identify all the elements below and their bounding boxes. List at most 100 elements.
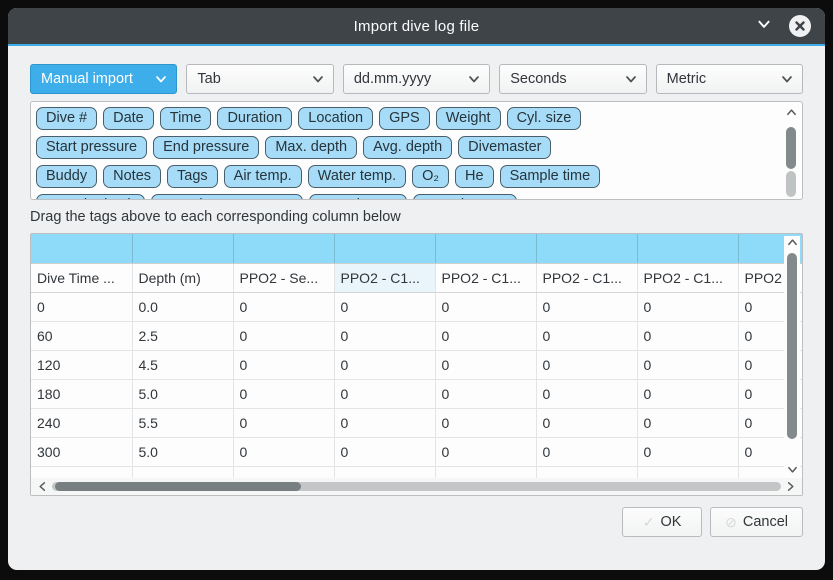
tag-he[interactable]: He [455, 165, 494, 188]
tag-water-temp[interactable]: Water temp. [307, 165, 407, 188]
table-cell: 0 [334, 408, 436, 438]
column-header: Dive Time ... [31, 263, 133, 293]
tag-duration[interactable]: Duration [217, 107, 293, 130]
scrollbar-track[interactable] [52, 482, 781, 491]
table-cell [536, 466, 638, 478]
scrollbar-thumb[interactable] [55, 482, 301, 491]
tag-notes[interactable]: Notes [103, 165, 162, 188]
drop-target-cell[interactable] [31, 234, 133, 264]
table-cell: 0 [334, 350, 436, 380]
column-header: PPO2 - C1... [435, 263, 537, 293]
tag-date[interactable]: Date [103, 107, 154, 130]
table-cell [435, 466, 537, 478]
table-cell: 300 [31, 437, 133, 467]
table-cell: 0 [536, 379, 638, 409]
tag-air-temp[interactable]: Air temp. [223, 165, 302, 188]
table-cell: 2.5 [132, 321, 234, 351]
tag-avg-depth[interactable]: Avg. depth [363, 136, 453, 159]
field-separator-select[interactable]: Tab [186, 64, 334, 94]
table-row [31, 466, 802, 478]
scrollbar-track[interactable] [787, 251, 797, 461]
table-cell: 0 [637, 321, 739, 351]
table-cell: 0 [334, 292, 436, 322]
tag-max-depth[interactable]: Max. depth [265, 136, 358, 159]
window-title: Import dive log file [353, 17, 480, 35]
cancel-button[interactable]: ⊘ Cancel [710, 507, 803, 537]
chevron-down-icon [624, 72, 638, 86]
select-value: Metric [666, 71, 707, 87]
titlebar-accent-line [8, 44, 825, 46]
tag-sample-cns[interactable]: Sample CNS [413, 194, 517, 199]
table-row: 300 5.0 0 0 0 0 0 0 [31, 437, 802, 467]
duration-format-select[interactable]: Seconds [499, 64, 647, 94]
tag-o[interactable]: O₂ [412, 165, 450, 188]
preview-table-frame: Dive Time ... Depth (m) PPO2 - Se... PPO2 -… [30, 233, 803, 496]
import-type-select[interactable]: Manual import [30, 64, 178, 94]
table-cell: 0 [334, 321, 436, 351]
tag-sample-time[interactable]: Sample time [499, 165, 601, 188]
tag-dive[interactable]: Dive # [36, 107, 98, 130]
table-row: 60 2.5 0 0 0 0 0 0 [31, 321, 802, 351]
tag-pool-scrollbar[interactable] [783, 106, 799, 197]
import-dialog: Import dive log file Manual import Tab dd.… [8, 8, 825, 570]
tag-end-pressure[interactable]: End pressure [153, 136, 260, 159]
column-header: PPO2 - C1... [637, 263, 739, 293]
table-cell: 0 [233, 379, 335, 409]
titlebar[interactable]: Import dive log file [8, 8, 825, 44]
drop-target-cell[interactable] [435, 234, 537, 264]
units-select[interactable]: Metric [655, 64, 804, 94]
table-vscrollbar[interactable] [784, 236, 800, 476]
date-format-select[interactable]: dd.mm.yyyy [342, 64, 491, 94]
scrollbar-thumb[interactable] [786, 127, 796, 169]
tag-location[interactable]: Location [298, 107, 374, 130]
scroll-up-icon[interactable] [786, 236, 799, 249]
tag-row: Buddy Notes Tags Air temp. Water temp. O₂ He Sa… [36, 165, 776, 188]
drop-target-cell[interactable] [637, 234, 739, 264]
tag-start-pressure[interactable]: Start pressure [36, 136, 148, 159]
dialog-content: Manual import Tab dd.mm.yyyy Seconds Metric … [8, 46, 825, 537]
tag-buddy[interactable]: Buddy [36, 165, 98, 188]
tag-time[interactable]: Time [159, 107, 212, 130]
drop-target-cell[interactable] [334, 234, 436, 264]
instruction-text: Drag the tags above to each correspondin… [30, 209, 401, 225]
table-cell: 0 [435, 408, 537, 438]
scroll-left-icon[interactable] [36, 480, 49, 493]
scroll-down-icon[interactable] [786, 463, 799, 476]
scroll-right-icon[interactable] [784, 480, 797, 493]
table-cell [233, 466, 335, 478]
tag-divemaster[interactable]: Divemaster [458, 136, 552, 159]
window-shade-button[interactable] [755, 17, 773, 35]
table-cell: 0 [233, 437, 335, 467]
window-close-button[interactable] [789, 15, 811, 37]
check-icon: ✓ [642, 513, 655, 530]
tag-sample-temperature[interactable]: Sample temperature [151, 194, 303, 199]
table-cell: 0 [536, 321, 638, 351]
table-cell: 0 [637, 350, 739, 380]
drop-target-cell[interactable] [233, 234, 335, 264]
drop-target-cell[interactable] [536, 234, 638, 264]
table-row: 180 5.0 0 0 0 0 0 0 [31, 379, 802, 409]
scrollbar-track[interactable] [786, 121, 796, 197]
select-value: Tab [197, 71, 221, 87]
table-cell: 4.5 [132, 350, 234, 380]
table-row: 120 4.5 0 0 0 0 0 0 [31, 350, 802, 380]
tag-tags[interactable]: Tags [167, 165, 218, 188]
tag-cyl-size[interactable]: Cyl. size [506, 107, 582, 130]
table-cell: 0 [334, 437, 436, 467]
table-cell: 0 [435, 292, 537, 322]
drop-target-cell[interactable] [132, 234, 234, 264]
tag-sample-depth[interactable]: Sample depth [36, 194, 146, 199]
tag-row: Start pressure End pressure Max. depth Avg.… [36, 136, 776, 159]
tag-pool: Dive # Date Time Duration Location GPS Weight C… [30, 101, 803, 200]
tag-weight[interactable]: Weight [435, 107, 501, 130]
scroll-up-icon[interactable] [785, 106, 798, 119]
ok-button[interactable]: ✓ OK [622, 507, 703, 537]
tag-row: Dive # Date Time Duration Location GPS Weight C… [36, 107, 776, 130]
tag-sample-po[interactable]: Sample pO₂ [308, 194, 408, 199]
table-cell: 0 [637, 379, 739, 409]
tag-gps[interactable]: GPS [379, 107, 430, 130]
format-options-row: Manual import Tab dd.mm.yyyy Seconds Metric [30, 64, 804, 94]
table-cell [637, 466, 739, 478]
scrollbar-thumb[interactable] [787, 253, 797, 439]
table-hscrollbar[interactable] [31, 478, 802, 495]
